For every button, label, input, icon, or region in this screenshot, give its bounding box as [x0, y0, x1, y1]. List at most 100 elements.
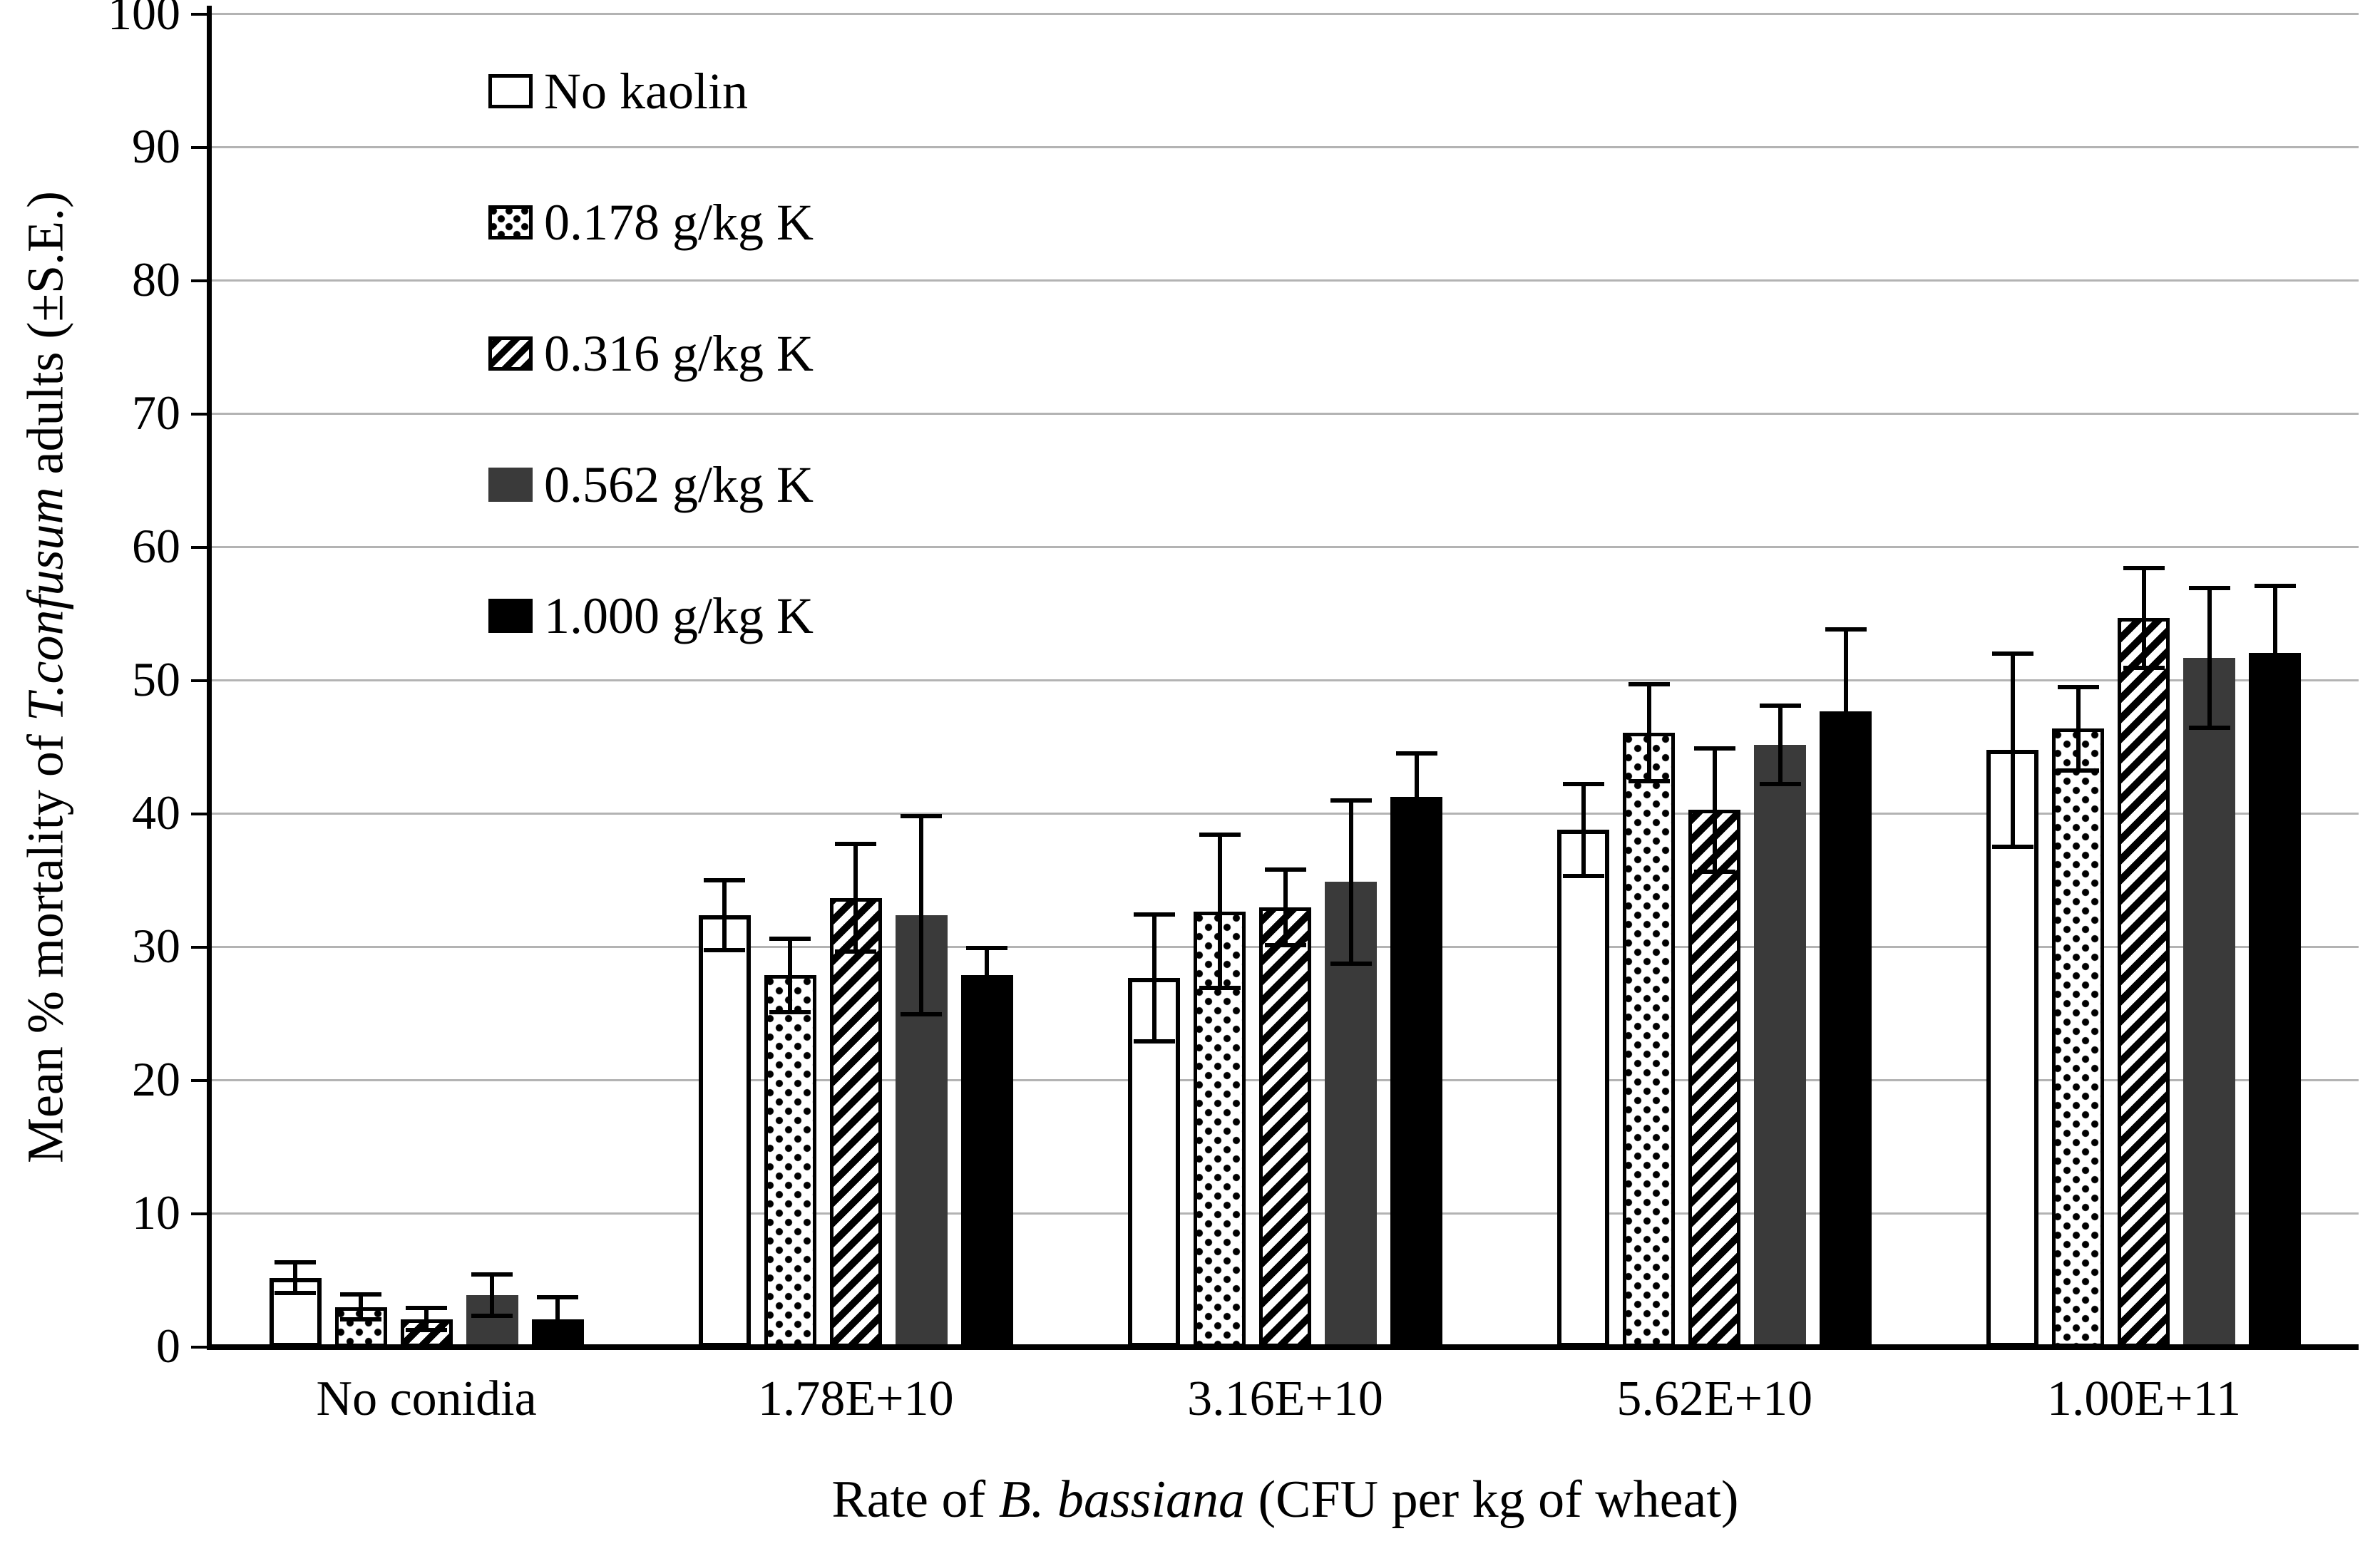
error-cap-bottom — [1562, 873, 1604, 878]
error-cap-bottom — [966, 1000, 1008, 1005]
bar-slot — [1325, 14, 1377, 1347]
bar-slot — [2249, 14, 2302, 1347]
legend-row: 0.316 g/kg K — [488, 288, 814, 419]
error-bar — [919, 814, 924, 1017]
y-axis-line — [207, 6, 212, 1350]
y-tick-label: 80 — [132, 252, 180, 306]
bar-slot — [531, 14, 584, 1347]
bar-diagonal-stripes — [1259, 907, 1311, 1347]
legend-row: 0.178 g/kg K — [488, 157, 814, 288]
legend-label: 0.316 g/kg K — [544, 325, 814, 382]
error-cap-bottom — [769, 1009, 811, 1014]
category-label: 1.78E+10 — [757, 1371, 954, 1426]
error-cap-top — [966, 946, 1008, 951]
error-cap-bottom — [1264, 943, 1306, 947]
error-cap-top — [1562, 782, 1604, 787]
y-tick-label: 10 — [132, 1185, 180, 1240]
error-bar — [1581, 782, 1586, 878]
error-cap-top — [406, 1306, 448, 1311]
legend-label: 0.178 g/kg K — [544, 194, 814, 251]
y-tick-mark — [191, 146, 207, 149]
error-cap-top — [340, 1292, 382, 1297]
error-bar — [1151, 912, 1156, 1044]
error-cap-bottom — [2123, 666, 2165, 671]
error-cap-top — [901, 814, 943, 818]
bar-slot — [895, 14, 948, 1347]
error-cap-bottom — [2254, 717, 2296, 722]
category-label: 3.16E+10 — [1187, 1371, 1383, 1426]
gridline — [212, 813, 2359, 815]
y-tick-mark — [191, 1079, 207, 1082]
x-axis-title-post: (CFU per kg of wheat) — [1245, 1470, 1739, 1529]
error-cap-bottom — [1133, 1039, 1175, 1044]
legend-row: 0.562 g/kg K — [488, 419, 814, 550]
error-bar — [853, 842, 858, 954]
error-bar — [2141, 566, 2146, 671]
error-cap-bottom — [835, 949, 877, 954]
legend-swatch-dots — [488, 205, 533, 239]
error-cap-top — [2254, 583, 2296, 588]
y-tick-label: 50 — [132, 652, 180, 706]
error-cap-top — [537, 1295, 579, 1300]
legend-label: 0.562 g/kg K — [544, 456, 814, 513]
bar-slot — [1623, 14, 1676, 1347]
y-tick-label: 40 — [132, 785, 180, 840]
error-cap-top — [1199, 833, 1241, 838]
y-axis-title-post: adults (±S.E.) — [16, 190, 74, 488]
bar-slot — [829, 14, 882, 1347]
error-cap-top — [275, 1260, 317, 1265]
error-cap-bottom — [1693, 870, 1735, 875]
bar-slot — [269, 14, 322, 1347]
error-cap-top — [1991, 651, 2033, 656]
error-bar — [1843, 627, 1848, 795]
y-tick-label: 70 — [132, 386, 180, 440]
error-cap-bottom — [1199, 985, 1241, 990]
error-bar — [788, 937, 793, 1014]
error-bar — [2207, 586, 2212, 731]
bar-slot — [1986, 14, 2039, 1347]
bar-dots — [2052, 728, 2105, 1347]
y-tick-label: 0 — [156, 1319, 180, 1373]
error-cap-bottom — [2188, 726, 2230, 731]
error-cap-bottom — [1628, 779, 1670, 783]
legend-swatch-diagonal-stripes — [488, 336, 533, 371]
error-cap-top — [1133, 912, 1175, 917]
error-cap-bottom — [704, 948, 746, 953]
bar-dots — [1623, 732, 1676, 1347]
legend-row: No kaolin — [488, 26, 814, 157]
category-label: 5.62E+10 — [1616, 1371, 1813, 1426]
error-cap-bottom — [406, 1328, 448, 1333]
category-group: 1.00E+11 — [1929, 14, 2359, 1424]
bar-dark-gray — [2183, 658, 2236, 1347]
legend-label: No kaolin — [544, 63, 748, 120]
y-tick-mark — [191, 679, 207, 682]
y-tick-label: 60 — [132, 519, 180, 573]
bar-diagonal-stripes — [2118, 618, 2170, 1347]
bar-plain-white — [698, 915, 751, 1347]
legend-swatch-black — [488, 599, 533, 633]
y-tick-label: 20 — [132, 1052, 180, 1106]
x-axis-line — [207, 1344, 2359, 1350]
category-group: 5.62E+10 — [1500, 14, 1929, 1424]
legend-row: 1.000 g/kg K — [488, 550, 814, 681]
y-tick-mark — [191, 413, 207, 416]
gridline — [212, 279, 2359, 282]
error-cap-bottom — [1825, 790, 1867, 795]
error-cap-top — [1759, 703, 1801, 708]
error-cap-top — [1628, 681, 1670, 686]
error-bar — [1217, 833, 1222, 990]
bar-slot — [960, 14, 1013, 1347]
error-cap-top — [769, 937, 811, 942]
bar-black — [1820, 711, 1872, 1347]
bar-black — [2249, 652, 2302, 1347]
bar-slot — [334, 14, 387, 1347]
plot-area: 0 10 20 30 40 50 60 70 80 90 100 No conidia 1.78E+1… — [108, 0, 2359, 1424]
y-tick-label: 30 — [132, 919, 180, 973]
x-axis-title-pre: Rate of — [831, 1470, 999, 1529]
y-tick-mark — [191, 279, 207, 282]
error-cap-bottom — [1330, 962, 1372, 967]
y-tick-mark — [191, 546, 207, 549]
bar-slot — [1820, 14, 1872, 1347]
x-axis-title-italic: B. bassiana — [998, 1470, 1246, 1529]
bar-slot — [2052, 14, 2105, 1347]
